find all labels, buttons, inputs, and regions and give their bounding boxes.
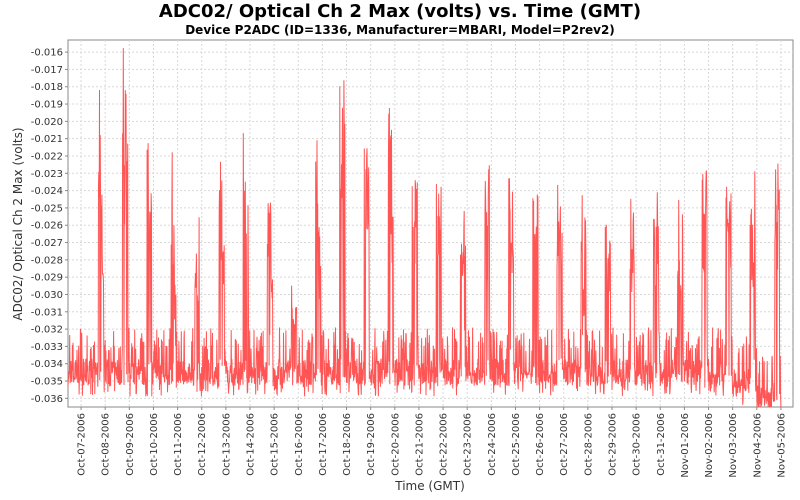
x-tick-label: Nov-03-2006 xyxy=(728,413,739,478)
x-tick-label: Oct-11-2006 xyxy=(173,413,184,476)
y-tick-label: -0.024 xyxy=(31,186,63,197)
x-tick-label: Oct-26-2006 xyxy=(535,413,546,476)
x-tick-label: Nov-01-2006 xyxy=(680,413,691,478)
x-tick-label: Oct-24-2006 xyxy=(487,413,498,476)
plot-area xyxy=(67,39,794,408)
x-tick-label: Oct-18-2006 xyxy=(342,413,353,476)
x-axis-label: Time (GMT) xyxy=(394,479,465,493)
y-tick-label: -0.034 xyxy=(31,359,63,370)
x-tick-label: Oct-28-2006 xyxy=(583,413,594,476)
x-tick-label: Oct-15-2006 xyxy=(270,413,281,476)
x-tick-label: Oct-09-2006 xyxy=(125,413,136,476)
y-tick-label: -0.020 xyxy=(31,117,63,128)
x-tick-label: Oct-21-2006 xyxy=(414,413,425,476)
y-tick-label: -0.017 xyxy=(31,65,63,76)
y-tick-label: -0.022 xyxy=(31,151,63,162)
y-tick-label: -0.033 xyxy=(31,342,63,353)
x-tick-label: Nov-05-2006 xyxy=(776,413,787,478)
series-line xyxy=(67,48,782,408)
x-tick-label: Oct-13-2006 xyxy=(221,413,232,476)
x-tick-label: Oct-30-2006 xyxy=(632,413,643,476)
y-tick-label: -0.021 xyxy=(31,134,63,145)
x-tick-label: Nov-02-2006 xyxy=(704,413,715,478)
x-tick-label: Oct-20-2006 xyxy=(390,413,401,476)
y-tick-label: -0.029 xyxy=(31,273,63,284)
y-tick-label: -0.018 xyxy=(31,82,63,93)
x-tick-label: Oct-25-2006 xyxy=(511,413,522,476)
x-tick-label: Oct-16-2006 xyxy=(294,413,305,476)
y-axis-label: ADC02/ Optical Ch 2 Max (volts) xyxy=(11,127,25,320)
x-tick-label: Oct-19-2006 xyxy=(366,413,377,476)
y-tick-label: -0.036 xyxy=(31,394,63,405)
x-tick-label: Oct-23-2006 xyxy=(463,413,474,476)
y-tick-label: -0.026 xyxy=(31,221,63,232)
x-tick-label: Oct-29-2006 xyxy=(608,413,619,476)
chart-title: ADC02/ Optical Ch 2 Max (volts) vs. Time… xyxy=(158,1,642,22)
x-tick-label: Oct-27-2006 xyxy=(559,413,570,476)
y-tick-label: -0.016 xyxy=(31,48,63,59)
x-tick-label: Oct-22-2006 xyxy=(439,413,450,476)
x-tick-label: Oct-07-2006 xyxy=(77,413,88,476)
x-tick-label: Nov-04-2006 xyxy=(752,413,763,478)
y-tick-label: -0.023 xyxy=(31,169,63,180)
x-axis-ticks: Oct-07-2006 Oct-08-2006 Oct-09-2006 Oct-10-… xyxy=(77,407,787,478)
x-tick-label: Oct-14-2006 xyxy=(246,413,257,476)
x-tick-label: Oct-31-2006 xyxy=(656,413,667,476)
y-tick-label: -0.035 xyxy=(31,377,63,388)
y-tick-label: -0.031 xyxy=(31,307,63,318)
y-tick-label: -0.027 xyxy=(31,238,63,249)
y-tick-label: -0.028 xyxy=(31,255,63,266)
chart-subtitle: Device P2ADC (ID=1336, Manufacturer=MBAR… xyxy=(185,23,615,37)
x-tick-label: Oct-08-2006 xyxy=(101,413,112,476)
y-tick-label: -0.025 xyxy=(31,203,63,214)
y-tick-label: -0.032 xyxy=(31,325,63,336)
y-tick-label: -0.019 xyxy=(31,100,63,111)
x-tick-label: Oct-17-2006 xyxy=(318,413,329,476)
y-tick-label: -0.030 xyxy=(31,290,63,301)
x-tick-label: Oct-12-2006 xyxy=(197,413,208,476)
y-axis-ticks: -0.016 -0.017 -0.018 -0.019 -0.020 -0.021 -0.0… xyxy=(31,48,68,405)
x-tick-label: Oct-10-2006 xyxy=(149,413,160,476)
